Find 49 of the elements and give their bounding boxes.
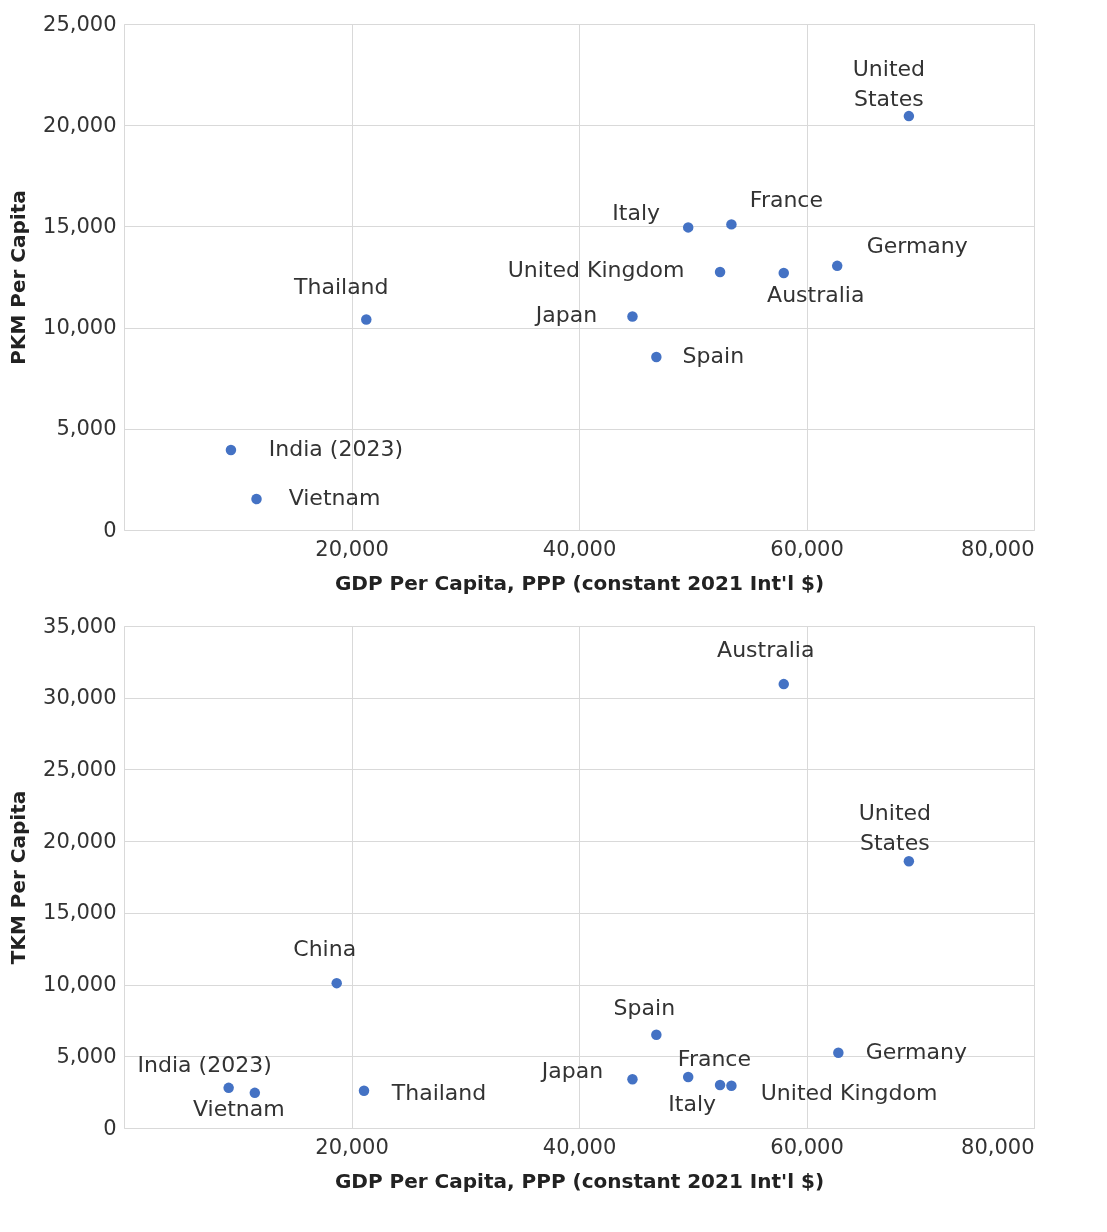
annotation: Japan (539, 1058, 604, 1084)
annotation: Australia (717, 637, 815, 663)
y-tick-label: 25,000 (43, 11, 117, 36)
y-tick-label: 10,000 (43, 972, 117, 997)
annotation: United Kingdom (760, 1079, 938, 1105)
annotation: United Kingdom (507, 256, 685, 282)
annotation: Germany (865, 1038, 967, 1064)
annotation: China (293, 936, 357, 962)
x-axis-title: GDP Per Capita, PPP (constant 2021 Int'l $) (334, 570, 825, 595)
x-tick-label: 40,000 (542, 536, 617, 561)
x-tick-label: 40,000 (542, 1134, 617, 1159)
y-axis-title: TKM Per Capita (6, 790, 31, 965)
annotation: France (677, 1045, 751, 1071)
x-axis-title: GDP Per Capita, PPP (constant 2021 Int'l $) (334, 1168, 825, 1193)
y-tick-label: 25,000 (43, 756, 117, 781)
annotation: India (2023) (137, 1051, 272, 1077)
annotation: Australia (767, 281, 865, 307)
y-tick-label: 0 (103, 517, 117, 542)
y-tick-label: 10,000 (43, 315, 117, 340)
x-tick-label: 20,000 (315, 1134, 389, 1159)
x-tick-label: 20,000 (315, 536, 389, 561)
y-tick-label: 20,000 (43, 112, 117, 137)
x-tick-label: 80,000 (961, 1134, 1035, 1159)
x-tick-label: 80,000 (961, 536, 1035, 561)
annotation: Thailand (293, 273, 389, 299)
x-tick-label: 60,000 (770, 536, 844, 561)
y-tick-label: 20,000 (43, 828, 117, 853)
annotation: India (2023) (268, 436, 403, 462)
y-tick-label: 15,000 (43, 213, 117, 238)
y-tick-label: 5,000 (56, 416, 117, 441)
annotation: Thailand (390, 1079, 487, 1105)
annotation: Vietnam (192, 1095, 285, 1121)
y-tick-label: 35,000 (43, 613, 117, 638)
y-axis-title: PKM Per Capita (6, 190, 31, 365)
annotation: United States (858, 800, 932, 856)
annotation: Spain (682, 342, 745, 368)
annotation: Italy (668, 1091, 717, 1117)
x-tick-label: 60,000 (770, 1134, 844, 1159)
annotation: Spain (613, 994, 676, 1020)
annotation: Germany (866, 232, 968, 258)
annotation: United States (852, 56, 926, 112)
y-tick-label: 15,000 (43, 900, 117, 925)
annotation: Italy (612, 200, 661, 226)
y-tick-label: 0 (103, 1115, 117, 1140)
annotation: Japan (533, 302, 598, 328)
y-tick-label: 30,000 (43, 685, 117, 710)
annotation: France (749, 187, 823, 213)
annotation: Vietnam (288, 485, 381, 511)
y-tick-label: 5,000 (56, 1043, 117, 1068)
